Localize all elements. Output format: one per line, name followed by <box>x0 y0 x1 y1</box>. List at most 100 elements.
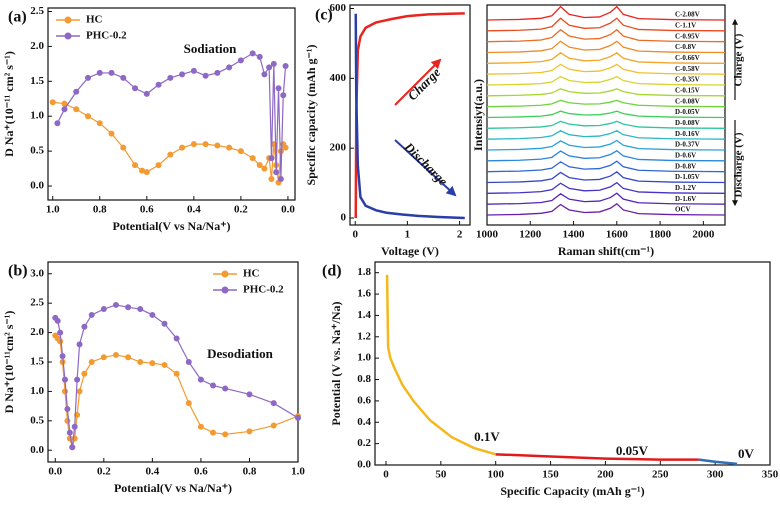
x-tick-label: 0.0 <box>281 204 295 216</box>
spectrum-label: C-1.1V <box>675 21 696 29</box>
data-point <box>108 69 115 76</box>
data-point <box>282 62 289 69</box>
data-point <box>49 99 56 106</box>
x-tick-label: 0.0 <box>48 466 62 478</box>
annotation: 0.1V <box>474 429 500 444</box>
annotation: Discharge <box>401 139 451 189</box>
data-point <box>120 74 127 81</box>
x-tick-label: 1200 <box>519 229 542 241</box>
data-point <box>270 422 277 429</box>
data-point <box>143 90 150 97</box>
y-tick-label: 200 <box>330 142 347 154</box>
data-point <box>202 141 209 148</box>
legend-label: PHC-0.2 <box>243 284 284 296</box>
data-point <box>249 50 256 57</box>
data-point <box>268 176 275 183</box>
data-point <box>295 414 301 421</box>
y-tick-label: 1.2 <box>357 330 371 342</box>
x-tick-label: 0.4 <box>145 466 159 478</box>
spectrum-label: D-0.6V <box>675 151 696 159</box>
x-tick-label: 200 <box>597 469 614 481</box>
data-point <box>222 385 229 392</box>
data-point <box>108 130 115 137</box>
spectrum <box>486 28 726 43</box>
data-point <box>81 370 88 377</box>
data-point <box>76 388 83 395</box>
spectrum <box>486 181 726 194</box>
x-tick-label: 0 <box>352 229 358 241</box>
data-point <box>112 351 119 358</box>
data-point <box>57 329 64 336</box>
y-tick-label: 400 <box>330 72 347 84</box>
data-point <box>54 317 61 324</box>
data-point <box>246 391 253 398</box>
x-tick-label: 150 <box>542 469 559 481</box>
y-axis-label: Potential (V vs. Na⁺/Na) <box>329 301 343 425</box>
spectrum <box>486 192 726 205</box>
y-tick-label: 0.2 <box>357 437 371 449</box>
spectrum-label: C-0.66V <box>675 54 700 62</box>
y-tick-label: 3.0 <box>30 267 44 279</box>
y-tick-label: 2.5 <box>30 297 44 309</box>
data-point <box>139 167 146 174</box>
data-point <box>61 388 68 395</box>
data-point <box>270 60 277 67</box>
y-tick-label: 600 <box>330 2 347 14</box>
data-point <box>84 74 91 81</box>
plot-frame <box>349 4 471 226</box>
data-point <box>261 165 268 172</box>
x-axis-label: Raman shift(cm⁻¹) <box>558 244 654 258</box>
spectrum <box>486 149 726 162</box>
x-tick-label: 1 <box>405 229 411 241</box>
spectrum-label: D-0.05V <box>675 108 700 116</box>
spectrum <box>486 130 726 140</box>
x-tick-label: 0.6 <box>140 204 154 216</box>
data-point <box>125 304 132 311</box>
spectrum-label: C-0.35V <box>675 76 700 84</box>
data-point <box>120 144 127 151</box>
spectrum <box>486 40 726 54</box>
data-point <box>268 155 275 162</box>
legend-label: PHC-0.2 <box>86 30 127 42</box>
data-point <box>57 338 64 345</box>
data-point <box>214 69 221 76</box>
y-tick-label: 1.5 <box>30 356 44 368</box>
x-axis-label: Specific Capacity (mAh g⁻¹) <box>500 484 644 498</box>
data-point <box>167 74 174 81</box>
x-tick-label: 0.8 <box>243 466 257 478</box>
data-point <box>74 376 81 383</box>
data-point <box>125 354 132 361</box>
spectrum-label: D-1.05V <box>675 173 700 181</box>
data-line <box>495 453 699 461</box>
data-point <box>155 81 162 88</box>
x-tick-label: 250 <box>652 469 669 481</box>
spectrum <box>486 160 726 173</box>
data-point <box>256 53 263 60</box>
x-tick-label: 1600 <box>606 229 629 241</box>
spectrum-label: C-0.15V <box>675 86 700 94</box>
y-axis-label: D Na⁺(10⁻¹¹cm² s⁻¹) <box>2 311 16 414</box>
data-point <box>226 64 233 71</box>
y-tick-label: 1.8 <box>357 266 371 278</box>
x-tick-label: 50 <box>435 469 447 481</box>
data-point <box>167 151 174 158</box>
spectrum <box>486 63 726 75</box>
data-point <box>237 148 244 155</box>
y-tick-label: 0.5 <box>30 145 44 157</box>
data-point <box>137 359 144 365</box>
legend-marker <box>64 16 72 24</box>
y-tick-label: 0.8 <box>357 373 371 385</box>
spectrum-label: C-0.08V <box>675 97 700 105</box>
data-point <box>61 106 68 113</box>
data-point <box>173 370 180 377</box>
spectrum <box>486 5 726 21</box>
annotation: Sodiation <box>184 41 238 56</box>
data-point <box>185 359 192 365</box>
data-point <box>112 301 119 308</box>
x-tick-label: 2 <box>457 229 463 241</box>
data-point <box>149 360 156 367</box>
legend-marker <box>221 270 229 278</box>
x-tick-label: 0.2 <box>234 204 248 216</box>
data-point <box>277 176 284 183</box>
spectrum-label: D-0.08V <box>675 119 700 127</box>
